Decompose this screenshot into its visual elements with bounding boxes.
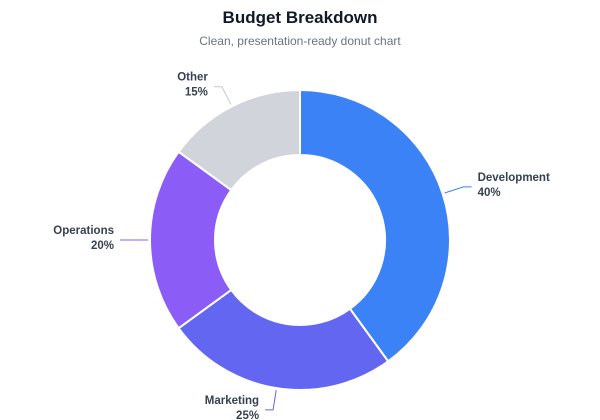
leader-line [265, 390, 277, 411]
slice-other[interactable] [177, 89, 301, 192]
slice-label: Development [478, 172, 550, 184]
leader-line [444, 186, 472, 194]
slice-development[interactable] [299, 89, 451, 363]
leader-line [213, 86, 232, 105]
slice-value: 40% [478, 187, 501, 199]
slice-label: Operations [53, 225, 114, 237]
slice-marketing[interactable] [177, 288, 390, 391]
slice-operations[interactable] [149, 150, 233, 330]
chart-title: Budget Breakdown [222, 8, 378, 27]
slice-value: 20% [91, 240, 114, 252]
slice-label: Other [177, 72, 208, 84]
slice-value: 25% [236, 410, 259, 420]
slice-label: Marketing [205, 395, 259, 407]
chart-subtitle: Clean, presentation-ready donut chart [199, 34, 401, 48]
slice-value: 15% [185, 87, 208, 99]
